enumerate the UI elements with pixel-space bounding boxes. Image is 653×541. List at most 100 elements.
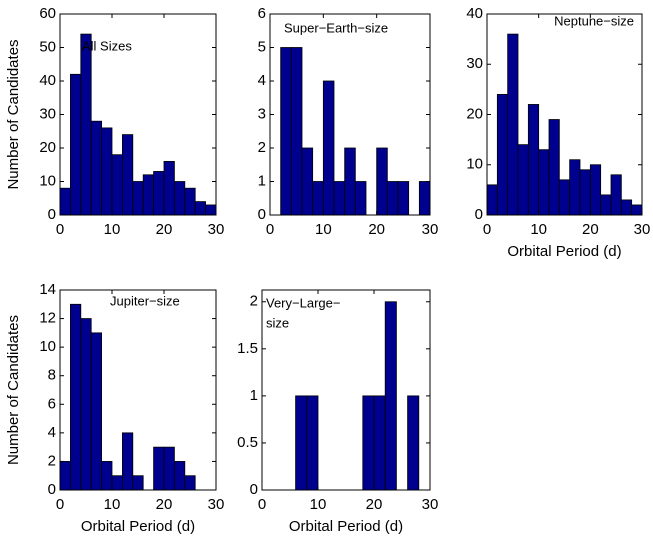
- bar: [290, 47, 303, 216]
- bar: [306, 395, 319, 491]
- x-tick-label: 20: [368, 221, 385, 238]
- panel-label: Very−Large−: [266, 295, 340, 310]
- bar: [301, 147, 314, 216]
- bar: [344, 147, 356, 216]
- y-tick-label: 40: [466, 5, 483, 22]
- bar: [631, 204, 643, 216]
- bar: [517, 144, 529, 216]
- y-tick-label: 0: [250, 481, 258, 498]
- x-tick-label: 10: [310, 496, 327, 513]
- y-tick-label: 2: [250, 293, 258, 310]
- bar: [295, 395, 308, 491]
- bar: [205, 204, 217, 216]
- bar: [59, 187, 71, 216]
- panel-label: All Sizes: [82, 38, 132, 53]
- bar: [80, 33, 92, 216]
- x-tick-label: 20: [156, 496, 173, 513]
- x-tick-label: 20: [582, 221, 599, 238]
- bar: [548, 119, 560, 216]
- x-axis-label: Orbital Period (d): [81, 518, 195, 535]
- y-tick-label: 10: [39, 172, 56, 189]
- bar: [373, 395, 386, 491]
- y-tick-label: 60: [39, 5, 56, 22]
- bar: [153, 171, 165, 216]
- x-tick-label: 30: [208, 496, 225, 513]
- bar: [407, 395, 420, 491]
- y-tick-label: 0.5: [237, 434, 258, 451]
- bar: [132, 475, 144, 491]
- bar: [173, 181, 186, 216]
- y-tick-label: 50: [39, 38, 56, 55]
- bar: [142, 174, 154, 216]
- bar: [122, 432, 134, 491]
- bar: [322, 80, 335, 216]
- bar: [90, 332, 102, 491]
- y-tick-label: 14: [39, 281, 56, 298]
- bar: [101, 127, 113, 216]
- x-tick-label: 20: [366, 496, 383, 513]
- bar: [397, 181, 410, 216]
- bar: [280, 47, 292, 216]
- x-tick-label: 0: [56, 221, 64, 238]
- x-tick-label: 30: [208, 221, 225, 238]
- bar: [496, 94, 509, 216]
- bar: [418, 181, 431, 216]
- bar: [589, 164, 602, 216]
- panel-label: Neptune−size: [554, 13, 634, 28]
- x-tick-label: 0: [266, 221, 274, 238]
- bar: [80, 318, 92, 491]
- bar: [354, 181, 367, 216]
- bar: [184, 475, 196, 491]
- y-tick-label: 4: [48, 424, 56, 441]
- x-tick-label: 30: [422, 221, 439, 238]
- y-tick-label: 0: [48, 206, 56, 223]
- bar: [163, 446, 175, 491]
- bar: [569, 159, 581, 216]
- bar: [184, 187, 196, 216]
- y-axis-label: Number of Candidates: [5, 39, 22, 189]
- y-tick-label: 0: [475, 206, 483, 223]
- bar: [384, 301, 397, 491]
- y-tick-label: 0: [258, 206, 266, 223]
- bar: [122, 134, 134, 216]
- x-tick-label: 30: [634, 221, 651, 238]
- bar: [70, 73, 82, 216]
- x-tick-label: 30: [422, 496, 439, 513]
- bar: [111, 154, 123, 216]
- panel-label: Super−Earth−size: [284, 20, 388, 35]
- bar: [101, 461, 113, 491]
- bar: [132, 181, 144, 216]
- y-tick-label: 2: [48, 452, 56, 469]
- y-tick-label: 30: [466, 55, 483, 72]
- bar: [538, 149, 550, 216]
- y-tick-label: 1: [250, 387, 258, 404]
- y-tick-label: 0: [48, 481, 56, 498]
- bar: [507, 33, 519, 216]
- x-tick-label: 0: [483, 221, 491, 238]
- bar: [59, 461, 71, 491]
- bar: [620, 199, 633, 216]
- bar: [194, 201, 206, 216]
- bar: [111, 475, 123, 491]
- y-tick-label: 10: [39, 338, 56, 355]
- x-tick-label: 20: [156, 221, 173, 238]
- x-axis-label: Orbital Period (d): [289, 518, 403, 535]
- y-tick-label: 10: [466, 156, 483, 173]
- bar: [376, 147, 388, 216]
- bar: [70, 303, 82, 491]
- y-tick-label: 12: [39, 310, 56, 327]
- axes-box: [59, 289, 217, 491]
- y-axis-label: Number of Candidates: [5, 315, 22, 465]
- bar: [362, 395, 375, 491]
- bar: [558, 179, 571, 216]
- bar: [153, 446, 165, 491]
- bar: [600, 194, 612, 216]
- y-tick-label: 3: [258, 105, 266, 122]
- y-tick-label: 8: [48, 367, 56, 384]
- x-tick-label: 10: [530, 221, 547, 238]
- y-tick-label: 40: [39, 72, 56, 89]
- y-tick-label: 1: [258, 172, 266, 189]
- bar: [610, 174, 622, 216]
